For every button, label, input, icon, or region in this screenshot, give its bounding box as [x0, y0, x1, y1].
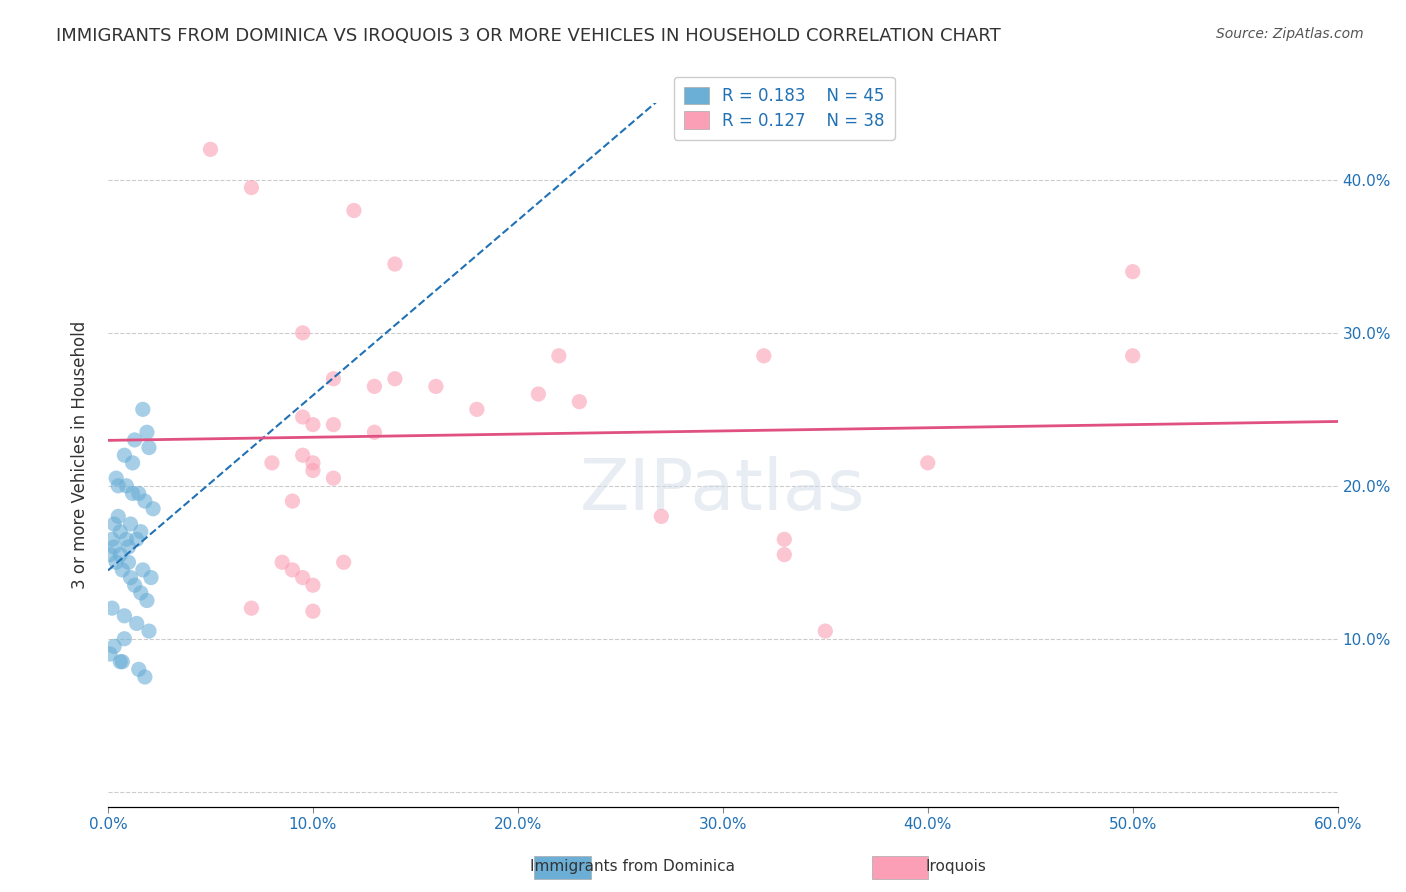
Point	[1122, 349, 1144, 363]
Y-axis label: 3 or more Vehicles in Household: 3 or more Vehicles in Household	[72, 321, 89, 590]
Point	[117, 540, 139, 554]
Point	[271, 555, 294, 569]
Point	[752, 349, 775, 363]
Point	[773, 533, 796, 547]
Point	[814, 624, 837, 639]
Point	[107, 479, 129, 493]
Point	[547, 349, 569, 363]
Point	[112, 448, 135, 462]
Point	[139, 570, 162, 584]
Point	[101, 601, 124, 615]
Point	[363, 425, 385, 440]
Point	[110, 524, 132, 539]
Point	[124, 433, 146, 447]
Point	[917, 456, 939, 470]
Point	[103, 540, 125, 554]
Point	[112, 608, 135, 623]
Point	[110, 655, 132, 669]
Point	[101, 533, 124, 547]
Point	[384, 257, 406, 271]
Legend: R = 0.183    N = 45, R = 0.127    N = 38: R = 0.183 N = 45, R = 0.127 N = 38	[673, 77, 894, 140]
Point	[117, 555, 139, 569]
Point	[281, 494, 304, 508]
Text: ZIPatlas: ZIPatlas	[581, 456, 866, 524]
Point	[115, 533, 138, 547]
Point	[125, 616, 148, 631]
Point	[291, 326, 314, 340]
Point	[111, 655, 134, 669]
Point	[302, 578, 325, 592]
Point	[322, 372, 344, 386]
Point	[136, 593, 159, 607]
Text: Immigrants from Dominica: Immigrants from Dominica	[530, 859, 735, 874]
Text: Source: ZipAtlas.com: Source: ZipAtlas.com	[1216, 27, 1364, 41]
Point	[322, 417, 344, 432]
Point	[281, 563, 304, 577]
Point	[302, 417, 325, 432]
Point	[240, 601, 263, 615]
Point	[103, 516, 125, 531]
Point	[125, 533, 148, 547]
Point	[384, 372, 406, 386]
Point	[121, 456, 143, 470]
Point	[98, 647, 121, 661]
Point	[302, 604, 325, 618]
Point	[120, 570, 142, 584]
Point	[773, 548, 796, 562]
Point	[291, 448, 314, 462]
Point	[132, 402, 155, 417]
Point	[291, 409, 314, 424]
Point	[136, 425, 159, 440]
Point	[343, 203, 366, 218]
Point	[527, 387, 550, 401]
Point	[332, 555, 354, 569]
Point	[105, 555, 128, 569]
Point	[138, 441, 160, 455]
Point	[200, 142, 222, 156]
Point	[128, 662, 150, 676]
Point	[129, 524, 152, 539]
Point	[322, 471, 344, 485]
Point	[128, 486, 150, 500]
Point	[121, 486, 143, 500]
Point	[1122, 265, 1144, 279]
Text: IMMIGRANTS FROM DOMINICA VS IROQUOIS 3 OR MORE VEHICLES IN HOUSEHOLD CORRELATION: IMMIGRANTS FROM DOMINICA VS IROQUOIS 3 O…	[56, 27, 1001, 45]
Point	[134, 494, 156, 508]
Point	[465, 402, 488, 417]
Text: Iroquois: Iroquois	[925, 859, 987, 874]
Point	[103, 640, 125, 654]
Point	[425, 379, 447, 393]
Point	[132, 563, 155, 577]
Point	[138, 624, 160, 639]
Point	[115, 479, 138, 493]
Point	[650, 509, 672, 524]
Point	[107, 509, 129, 524]
Point	[110, 548, 132, 562]
Point	[302, 456, 325, 470]
Point	[260, 456, 283, 470]
Point	[568, 394, 591, 409]
Point	[111, 563, 134, 577]
Point	[124, 578, 146, 592]
Point	[240, 180, 263, 194]
Point	[98, 548, 121, 562]
Point	[129, 586, 152, 600]
Point	[134, 670, 156, 684]
Point	[363, 379, 385, 393]
Point	[302, 463, 325, 477]
Point	[112, 632, 135, 646]
Point	[105, 471, 128, 485]
Point	[120, 516, 142, 531]
Point	[291, 570, 314, 584]
Point	[142, 501, 165, 516]
